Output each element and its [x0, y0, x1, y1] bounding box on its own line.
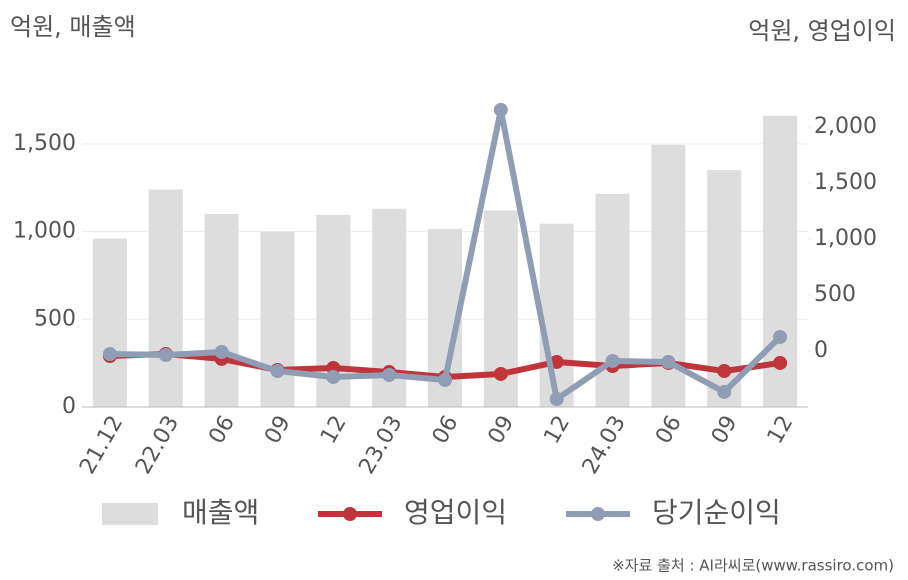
legend-marker: [343, 507, 357, 521]
bar: [595, 193, 630, 407]
point: [717, 384, 732, 399]
bar: [539, 223, 574, 407]
legend-swatch: [102, 503, 158, 525]
bar: [204, 214, 239, 407]
y-tick-label: 1,000: [13, 219, 76, 244]
y2-tick-label: 0: [814, 338, 828, 363]
point: [102, 347, 117, 362]
y2-tick-label: 1,000: [814, 226, 877, 251]
y-tick-label: 1,500: [13, 131, 76, 156]
x-tick-label: 12: [316, 412, 352, 449]
legend-label: 영업이익: [404, 496, 507, 529]
point: [549, 392, 564, 407]
y-tick-label: 0: [62, 394, 76, 419]
x-tick-label: 09: [260, 412, 296, 449]
x-tick-label: 06: [651, 412, 687, 449]
point: [270, 364, 285, 379]
point: [493, 102, 508, 117]
point: [661, 354, 676, 369]
bar: [148, 189, 183, 407]
point: [773, 355, 788, 370]
x-tick-label: 06: [428, 412, 464, 449]
x-tick-label: 22.03: [131, 412, 184, 479]
point: [773, 329, 788, 344]
x-tick-label: 09: [707, 412, 743, 449]
y2-tick-label: 1,500: [814, 170, 877, 195]
point: [326, 369, 341, 384]
y-axis-label: 억원, 매출액: [10, 13, 136, 41]
legend-label: 당기순이익: [652, 496, 781, 529]
x-tick-label: 09: [484, 412, 520, 449]
x-tick-label: 12: [763, 412, 799, 449]
y2-axis-label: 억원, 영업이익: [748, 17, 896, 45]
x-tick-label: 06: [204, 412, 240, 449]
legend-marker: [591, 507, 605, 521]
point: [493, 366, 508, 381]
legend-label: 매출액: [182, 496, 259, 529]
x-tick-label: 23.03: [354, 412, 407, 479]
point: [382, 367, 397, 382]
point: [438, 372, 452, 387]
bar: [92, 238, 127, 407]
y2-tick-label: 2,000: [814, 114, 877, 139]
point: [158, 348, 173, 363]
point: [717, 364, 732, 379]
bar: [260, 231, 295, 407]
point: [605, 353, 620, 368]
point: [214, 344, 229, 359]
x-tick-label: 12: [539, 412, 575, 449]
source-note: ※자료 출처 : AI라씨로(www.rassiro.com): [612, 557, 894, 575]
y-tick-label: 500: [34, 306, 76, 331]
y2-tick-label: 500: [814, 282, 856, 307]
x-tick-label: 24.03: [578, 412, 631, 479]
x-tick-label: 21.12: [75, 412, 128, 479]
